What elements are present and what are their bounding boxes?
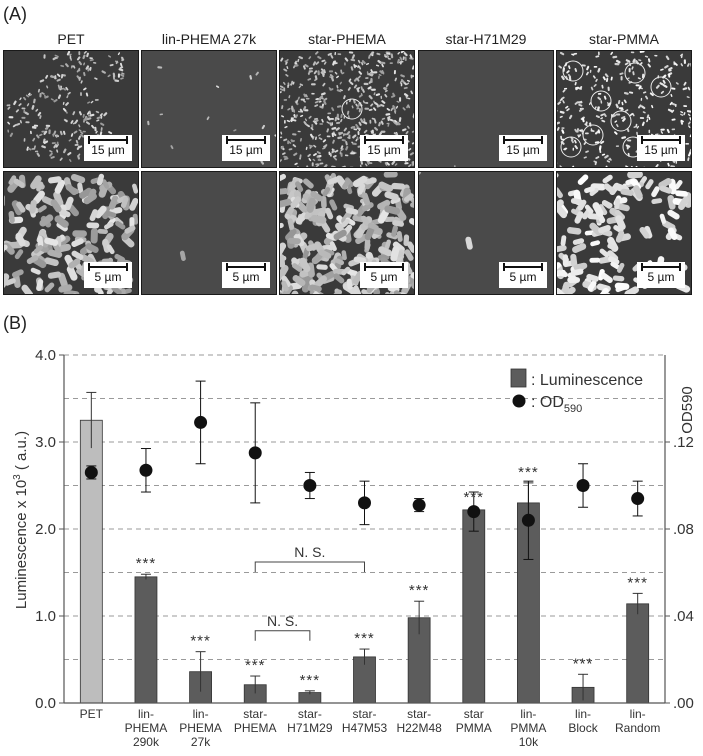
x-tick-label: lin-Block <box>568 707 598 735</box>
significance-label: *** <box>627 574 648 591</box>
legend-dot-label: : OD590 <box>531 394 582 415</box>
significance-label: *** <box>300 672 321 689</box>
sem-image: 5 µm <box>418 171 554 295</box>
significance-label: *** <box>354 630 375 647</box>
sem-image: 5 µm <box>279 171 415 295</box>
y-axis-right-label: OD590 <box>679 386 696 434</box>
scale-bar-label: 5 µm <box>647 270 675 284</box>
y-tick-label-right: .00 <box>673 695 694 712</box>
od-point <box>576 479 590 492</box>
y-tick-label-left: 4.0 <box>35 347 56 364</box>
scale-bar: 5 µm <box>360 262 408 288</box>
sem-image: 5 µm <box>556 171 692 295</box>
legend: : Luminescence : OD590 <box>510 368 643 415</box>
y-tick-label-left: 3.0 <box>35 434 56 451</box>
od-point <box>467 505 481 519</box>
y-tick-label-right: .08 <box>673 521 694 538</box>
scale-bar-label: 5 µm <box>232 270 260 284</box>
od-point <box>139 463 153 477</box>
panel-a-label: (A) <box>3 4 27 24</box>
x-tick-label: lin-PHEMA 290k <box>125 707 168 749</box>
bars <box>79 391 650 704</box>
od-point <box>303 479 317 492</box>
scale-bar: 15 µm <box>499 135 547 161</box>
ns-bracket <box>254 630 311 641</box>
y-tick-label-left: 0.0 <box>35 695 56 712</box>
significance-label: *** <box>136 555 157 572</box>
sem-image: 15 µm <box>141 50 277 168</box>
panel-b-label: (B) <box>3 313 27 333</box>
sem-image: 5 µm <box>141 171 277 295</box>
scale-bar-label: 5 µm <box>509 270 537 284</box>
x-tick-label: star-H22M48 <box>396 707 442 735</box>
scale-bar-label: 15 µm <box>91 143 125 157</box>
scale-bar: 5 µm <box>222 262 270 288</box>
sem-image: 15 µm <box>279 50 415 168</box>
y-tick-label-right: .12 <box>673 434 694 451</box>
od-points <box>84 380 645 560</box>
significance-label: *** <box>573 655 594 672</box>
sem-column-title: star-H71M29 <box>445 31 527 47</box>
scale-bar: 5 µm <box>637 262 685 288</box>
scale-bar-label: 15 µm <box>506 143 540 157</box>
luminescence-bar <box>462 509 486 704</box>
scale-bar: 15 µm <box>637 135 685 161</box>
legend-dot-swatch <box>512 394 526 408</box>
scale-bar: 5 µm <box>499 262 547 288</box>
y-tick-label-left: 1.0 <box>35 608 56 625</box>
significance-label: *** <box>518 464 539 481</box>
x-tick-label: lin-PHEMA 27k <box>179 707 222 749</box>
ns-label: N. S. <box>267 613 298 629</box>
scale-bar-label: 5 µm <box>370 270 398 284</box>
ns-bracket <box>254 561 365 573</box>
x-tick-label: star-H47M53 <box>342 707 388 735</box>
significance-label: *** <box>464 489 485 506</box>
annotations: *** *** *** *** *** *** *** *** *** *** N. S. N. S. <box>136 464 648 689</box>
scale-bar-label: 15 µm <box>644 143 678 157</box>
x-tick-label: star-PHEMA <box>234 707 277 735</box>
scale-bar: 15 µm <box>84 135 132 161</box>
x-tick-label: PET <box>80 707 104 721</box>
legend-bar-swatch <box>510 368 527 388</box>
ns-label: N. S. <box>294 544 325 560</box>
od-point <box>358 496 371 510</box>
legend-bar-label: : Luminescence <box>531 372 643 389</box>
sem-column-title: star-PMMA <box>589 31 659 47</box>
x-tick-label: lin-Random <box>615 707 660 735</box>
od-point <box>631 492 645 506</box>
sem-image: 15 µm <box>556 50 692 168</box>
scale-bar-label: 15 µm <box>367 143 401 157</box>
significance-label: *** <box>245 657 266 674</box>
luminescence-bar <box>79 419 103 704</box>
significance-label: *** <box>409 582 430 599</box>
sem-column-title: star-PHEMA <box>308 31 386 47</box>
sem-image: 15 µm <box>418 50 554 168</box>
od-point <box>84 465 98 479</box>
y-axis-left-label: Luminescence x 103 ( a.u.) <box>12 431 30 609</box>
luminescence-bar <box>626 603 650 704</box>
scale-bar-label: 5 µm <box>94 270 122 284</box>
y-tick-label-right: .04 <box>673 608 694 625</box>
sem-image: 5 µm <box>3 171 139 295</box>
od-point <box>248 446 262 460</box>
axes: 0.0 1.0 2.0 3.0 4.0 .00 .04 .08 .12 PET lin-PHEMA 2… <box>35 347 694 749</box>
scale-bar: 5 µm <box>84 262 132 288</box>
scale-bar: 15 µm <box>360 135 408 161</box>
od-point <box>521 513 535 527</box>
luminescence-od-chart: *** *** *** *** *** *** *** *** *** *** N. S. N. S.… <box>12 347 696 749</box>
luminescence-bar <box>134 576 158 704</box>
x-tick-label: star PMMA <box>456 707 492 735</box>
sem-column-title: lin-PHEMA 27k <box>161 31 257 47</box>
scale-bar-label: 15 µm <box>229 143 263 157</box>
y-tick-label-left: 2.0 <box>35 521 56 538</box>
od-point <box>412 498 426 512</box>
x-tick-label: lin-PMMA 10k <box>510 707 546 749</box>
sem-column-title: PET <box>57 31 85 47</box>
significance-label: *** <box>190 633 211 650</box>
od-point <box>194 415 208 429</box>
sem-image: 15 µm <box>3 50 139 168</box>
x-tick-label: star-H71M29 <box>287 707 333 735</box>
scale-bar: 15 µm <box>222 135 270 161</box>
